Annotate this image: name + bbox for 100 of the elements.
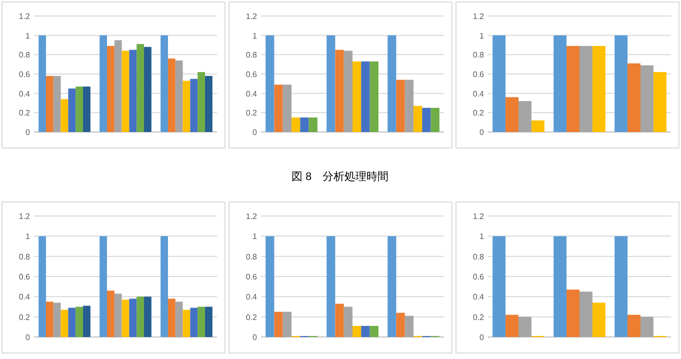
y-tick-label: 0.6 bbox=[246, 272, 258, 282]
y-tick-label: 0 bbox=[480, 128, 485, 137]
bar bbox=[300, 118, 309, 132]
y-tick-label: 0.2 bbox=[472, 108, 485, 118]
bar bbox=[430, 108, 440, 132]
y-tick-label: 1 bbox=[480, 232, 485, 242]
bar bbox=[106, 290, 114, 337]
bar bbox=[352, 326, 362, 337]
y-tick-label: 0.8 bbox=[472, 252, 485, 262]
bar bbox=[266, 35, 274, 132]
y-tick-label: 0.2 bbox=[18, 108, 31, 118]
y-tick-label: 0.6 bbox=[18, 70, 31, 79]
bar bbox=[614, 236, 628, 337]
bar bbox=[60, 99, 68, 132]
bar bbox=[370, 326, 378, 337]
bar bbox=[335, 50, 344, 132]
y-tick-label: 0.4 bbox=[18, 89, 31, 98]
bar bbox=[175, 60, 183, 132]
bar bbox=[190, 78, 198, 132]
bar bbox=[518, 101, 532, 132]
bar bbox=[68, 88, 76, 132]
y-tick-label: 0 bbox=[252, 128, 258, 137]
bar bbox=[580, 292, 592, 337]
bar bbox=[129, 50, 137, 132]
y-tick-label: 1 bbox=[252, 232, 258, 242]
bar bbox=[361, 326, 370, 337]
bar bbox=[326, 35, 336, 132]
bar bbox=[129, 298, 137, 337]
bar bbox=[53, 76, 61, 132]
bar bbox=[388, 236, 396, 337]
bar bbox=[136, 44, 144, 132]
bar bbox=[38, 35, 46, 132]
y-tick-label: 0.8 bbox=[246, 252, 258, 262]
y-tick-label: 0.4 bbox=[472, 89, 485, 98]
bar bbox=[182, 310, 190, 337]
bar bbox=[175, 302, 183, 337]
bar bbox=[396, 80, 405, 132]
bar bbox=[266, 236, 274, 337]
bar bbox=[282, 312, 292, 337]
bar bbox=[628, 63, 640, 132]
bar bbox=[68, 308, 76, 337]
y-tick-label: 0.4 bbox=[472, 292, 485, 302]
bar bbox=[114, 40, 122, 132]
y-tick-label: 0.4 bbox=[246, 89, 258, 98]
bar bbox=[640, 65, 654, 132]
bar bbox=[422, 108, 431, 132]
bar bbox=[205, 306, 212, 337]
y-tick-label: 1 bbox=[26, 232, 31, 242]
y-tick-label: 0.2 bbox=[246, 312, 258, 322]
bar bbox=[190, 308, 198, 337]
y-tick-label: 0.4 bbox=[18, 292, 31, 302]
bar bbox=[144, 296, 152, 337]
y-tick-label: 1 bbox=[252, 31, 258, 40]
bar bbox=[506, 97, 518, 132]
bar bbox=[160, 35, 168, 132]
y-tick-label: 0.8 bbox=[472, 50, 485, 60]
bar bbox=[592, 302, 606, 337]
y-tick-label: 0.2 bbox=[18, 312, 31, 322]
y-tick-label: 0.6 bbox=[472, 272, 485, 282]
y-tick-label: 0 bbox=[252, 333, 258, 342]
bar bbox=[76, 86, 84, 132]
bar bbox=[46, 302, 54, 337]
bar bbox=[531, 120, 544, 132]
bar bbox=[640, 316, 654, 337]
bar bbox=[492, 236, 506, 337]
bar bbox=[344, 50, 352, 132]
bar bbox=[506, 314, 518, 337]
y-tick-label: 0 bbox=[26, 128, 31, 137]
bar bbox=[106, 46, 114, 132]
bar bbox=[122, 300, 130, 337]
bar bbox=[122, 50, 130, 132]
y-tick-label: 1.2 bbox=[18, 212, 31, 221]
bar bbox=[361, 61, 370, 132]
bar bbox=[653, 72, 666, 132]
bar bbox=[46, 76, 54, 132]
bar bbox=[168, 58, 176, 132]
bar bbox=[144, 46, 152, 132]
y-tick-label: 0 bbox=[26, 333, 31, 342]
y-tick-label: 0.8 bbox=[18, 252, 31, 262]
bar bbox=[326, 236, 336, 337]
bar bbox=[396, 312, 405, 337]
bar bbox=[335, 304, 344, 337]
y-tick-label: 0.6 bbox=[246, 70, 258, 79]
bar bbox=[83, 86, 90, 132]
bar bbox=[566, 290, 580, 337]
y-tick-label: 1 bbox=[480, 31, 485, 40]
bar bbox=[205, 76, 212, 132]
caption: 図 8 分析処理時間 bbox=[291, 170, 389, 183]
bar bbox=[136, 296, 144, 337]
bar bbox=[274, 312, 283, 337]
bar bbox=[100, 236, 107, 337]
bar bbox=[83, 306, 90, 337]
y-tick-label: 0.2 bbox=[472, 312, 485, 322]
y-tick-label: 0.6 bbox=[18, 272, 31, 282]
bar bbox=[554, 236, 567, 337]
bar bbox=[60, 310, 68, 337]
y-tick-label: 1 bbox=[26, 31, 31, 40]
y-tick-label: 0.8 bbox=[18, 50, 31, 60]
y-tick-label: 1.2 bbox=[472, 12, 485, 21]
bar bbox=[198, 72, 206, 132]
